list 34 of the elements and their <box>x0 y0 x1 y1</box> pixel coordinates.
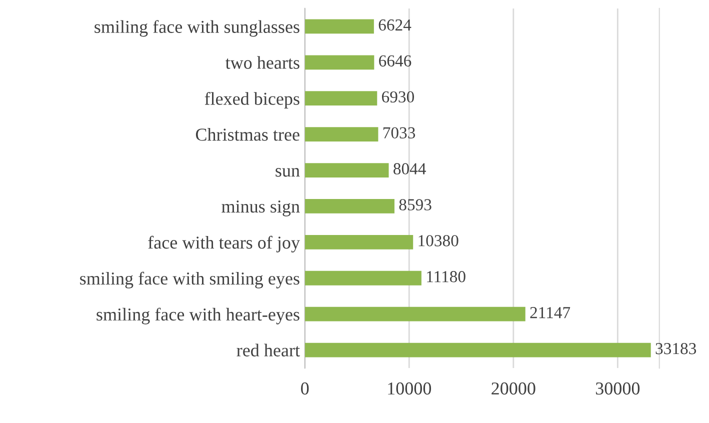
data-label: 7033 <box>383 127 416 138</box>
y-tick-label: smiling face with heart-eyes <box>96 308 300 324</box>
data-label: 6930 <box>382 91 414 103</box>
bar <box>304 55 374 70</box>
y-tick-label: red heart <box>236 344 300 356</box>
data-label: 8044 <box>394 163 426 174</box>
bar <box>304 270 422 286</box>
bar <box>304 306 526 322</box>
x-tick-label: 30000 <box>596 382 640 395</box>
bar <box>304 91 378 106</box>
data-label: 10380 <box>418 235 458 246</box>
data-label: 8593 <box>399 199 432 210</box>
y-tick-label: sun <box>276 168 300 177</box>
data-label: 11180 <box>427 271 466 282</box>
x-tick-label: 20000 <box>492 382 536 395</box>
y-tick-label: smiling face with smiling eyes <box>80 272 300 288</box>
y-tick-label: two hearts <box>225 56 300 69</box>
y-tick-label: face with tears of joy <box>148 236 300 252</box>
x-tick-label: 10000 <box>388 382 432 395</box>
y-tick-label: Christmas tree <box>196 128 300 141</box>
data-label: 33183 <box>656 342 696 354</box>
data-label: 21147 <box>530 307 570 318</box>
bar <box>304 163 389 178</box>
data-label: 6646 <box>379 55 412 67</box>
data-label: 6624 <box>378 19 412 31</box>
bar <box>304 199 394 214</box>
y-tick-label: smiling face with sunglasses <box>94 20 300 37</box>
bar <box>304 342 651 358</box>
bar <box>304 127 378 142</box>
bar <box>304 19 374 34</box>
x-tick-label: 0 <box>301 382 309 395</box>
y-tick-label: flexed biceps <box>204 92 300 109</box>
y-tick-label: minus sign <box>222 200 300 216</box>
bar <box>304 234 414 250</box>
